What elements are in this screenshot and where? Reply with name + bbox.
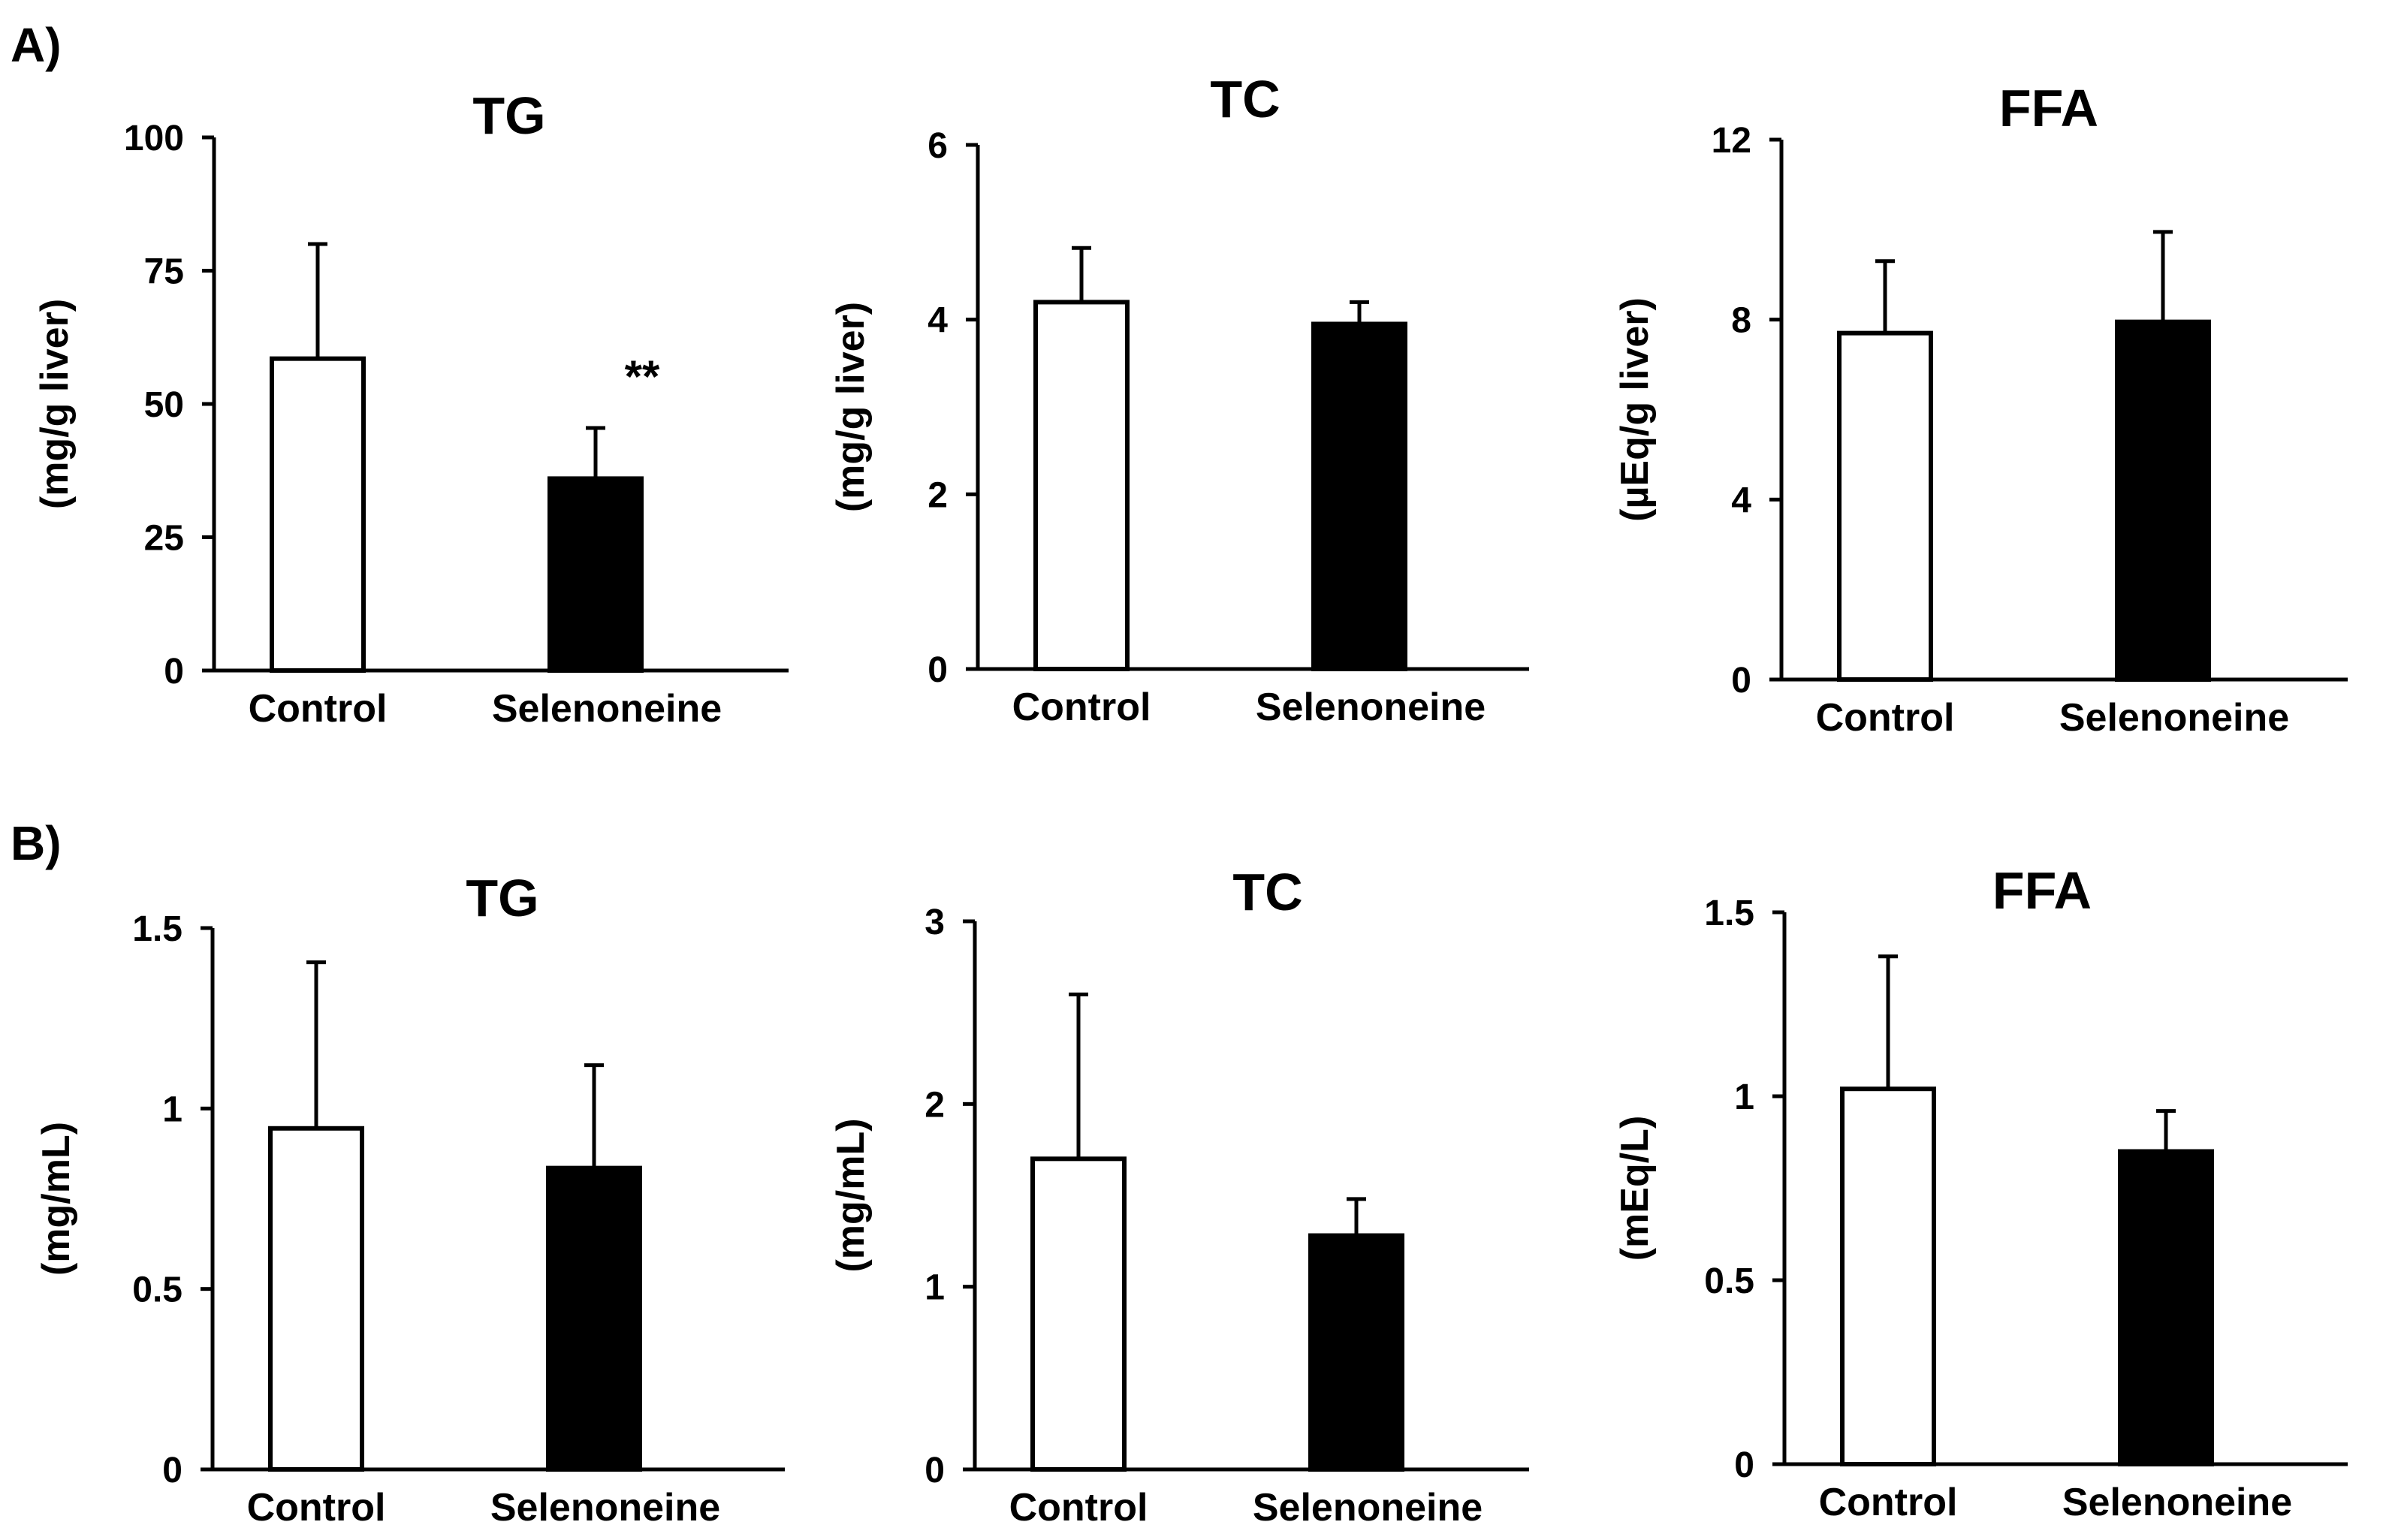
- chart-1: TG (mg/g liver) 0 25 50 75 100 Control Selenonei…: [33, 86, 789, 731]
- y-axis-label: (mg/mL): [35, 1122, 78, 1276]
- bar-control: [1030, 1156, 1127, 1472]
- bar-selenoneine: [2118, 1149, 2214, 1466]
- bar-control: [1840, 1086, 1936, 1466]
- bar-selenoneine: [546, 1165, 642, 1472]
- chart-2: TC (mg/g liver) 0 2 4 6 Control Selenoneine: [829, 70, 1529, 729]
- category-label: Control: [249, 687, 388, 731]
- y-axis-label: (mEq/L): [1613, 1116, 1657, 1261]
- category-label: Control: [1012, 686, 1151, 729]
- y-tick-label: 2: [925, 1085, 945, 1125]
- y-axis-label: (mg/g liver): [829, 302, 873, 512]
- category-label: Selenoneine: [1253, 1486, 1483, 1529]
- chart-title: FFA: [1999, 79, 2098, 137]
- y-tick-label: 50: [144, 385, 184, 425]
- y-tick-label: 3: [925, 903, 945, 942]
- y-tick-label: 1.5: [132, 909, 182, 949]
- y-tick-label: 0.5: [132, 1270, 182, 1310]
- significance-annotation: **: [625, 351, 660, 402]
- category-label: Selenoneine: [2062, 1481, 2292, 1524]
- bar-control: [268, 1126, 364, 1472]
- bar-control: [1033, 300, 1130, 671]
- y-tick-label: 1: [925, 1268, 945, 1308]
- chart-title: TG: [466, 869, 538, 927]
- y-tick-label: 4: [928, 301, 948, 341]
- bar-selenoneine: [547, 476, 644, 674]
- y-tick-label: 25: [144, 519, 184, 559]
- y-tick-label: 1: [1734, 1077, 1754, 1117]
- category-label: Control: [1819, 1481, 1958, 1524]
- panel-label-a: A): [11, 18, 62, 72]
- bar-control: [1837, 330, 1933, 682]
- y-axis-label: (mg/g liver): [33, 299, 77, 509]
- y-axis-label: (µEq/g liver): [1613, 297, 1657, 522]
- chart-title: TG: [472, 86, 545, 145]
- chart-title: TC: [1232, 863, 1302, 921]
- y-tick-label: 6: [928, 126, 948, 166]
- chart-5: TC (mg/mL) 0 1 2 3 Control Selenoneine: [829, 863, 1529, 1529]
- y-tick-label: 2: [928, 475, 948, 515]
- y-tick-label: 12: [1712, 121, 1751, 161]
- y-tick-label: 0: [162, 1451, 182, 1490]
- y-tick-label: 1: [162, 1089, 182, 1129]
- y-tick-label: 100: [124, 119, 184, 158]
- y-tick-label: 1.5: [1704, 894, 1754, 933]
- category-label: Control: [1009, 1486, 1148, 1529]
- chart-6: FFA (mEq/L) 0 0.5 1 1.5 Control Selenoneine: [1613, 861, 2348, 1524]
- bar-selenoneine: [1311, 321, 1407, 671]
- y-tick-label: 0: [1734, 1445, 1754, 1485]
- y-tick-label: 0: [925, 1451, 945, 1490]
- category-label: Control: [1816, 696, 1955, 740]
- y-tick-label: 8: [1731, 301, 1751, 341]
- panel-label-b: B): [11, 816, 62, 870]
- category-label: Selenoneine: [2059, 696, 2289, 740]
- bar-control: [270, 356, 366, 673]
- y-tick-label: 0.5: [1704, 1261, 1754, 1301]
- y-tick-label: 0: [164, 652, 184, 692]
- bar-selenoneine: [2115, 319, 2211, 682]
- chart-4: TG (mg/mL) 0 0.5 1 1.5 Control Selenoneine: [35, 869, 785, 1529]
- category-label: Control: [247, 1486, 386, 1529]
- y-axis-label: (mg/mL): [829, 1118, 873, 1272]
- y-tick-label: 75: [144, 252, 184, 292]
- category-label: Selenoneine: [492, 687, 722, 731]
- chart-3: FFA (µEq/g liver) 0 4 8 12 Control Selenoneine: [1613, 79, 2348, 740]
- y-tick-label: 0: [928, 650, 948, 690]
- category-label: Selenoneine: [1256, 686, 1486, 729]
- chart-title: TC: [1210, 70, 1280, 128]
- chart-title: FFA: [1992, 861, 2092, 920]
- y-tick-label: 0: [1731, 661, 1751, 701]
- y-tick-label: 4: [1731, 481, 1751, 520]
- bar-selenoneine: [1308, 1233, 1404, 1472]
- category-label: Selenoneine: [490, 1486, 720, 1529]
